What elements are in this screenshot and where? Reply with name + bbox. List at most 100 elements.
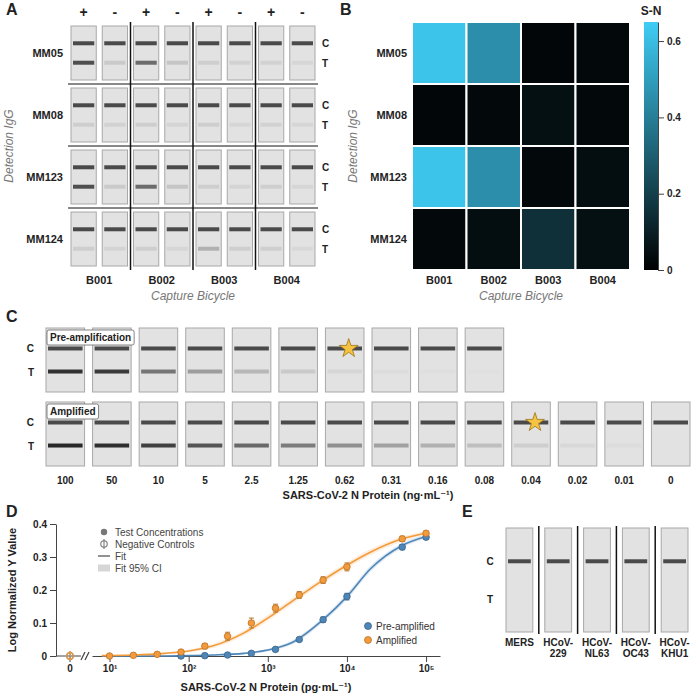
- strip: [102, 88, 127, 142]
- strip: [290, 26, 315, 80]
- control-band: [327, 420, 362, 424]
- control-band: [292, 227, 313, 231]
- strip: [372, 402, 411, 466]
- colorbar-tick-mark: [658, 270, 664, 271]
- negative-control: [67, 651, 74, 660]
- y-tick-mark: [50, 656, 56, 657]
- heatmap-cell: [521, 146, 576, 208]
- test-band: [229, 185, 250, 189]
- control-band: [261, 227, 282, 231]
- category-label: 0.31: [382, 475, 402, 486]
- condition-label: -: [300, 4, 305, 20]
- strip: [134, 88, 159, 142]
- test-band: [136, 185, 157, 189]
- test-band: [467, 444, 502, 448]
- strip: [196, 26, 221, 80]
- column-label: B003: [211, 274, 237, 286]
- x-axis: 10¹10²10³10⁴10⁵: [93, 656, 441, 674]
- control-band: [167, 227, 188, 231]
- colorbar-axis: 00.20.40.6: [658, 23, 681, 276]
- y-tick-label: 0: [41, 651, 47, 662]
- control-band: [188, 346, 223, 350]
- test-band: [327, 444, 362, 448]
- heatmap-cell: [576, 84, 631, 146]
- strip: [139, 402, 178, 466]
- fit-line: [102, 537, 426, 656]
- strip: [622, 528, 649, 632]
- category-label: 50: [106, 475, 118, 486]
- negative-control-bar: [69, 651, 70, 660]
- category-label: 2.5: [245, 475, 259, 486]
- error-bar: [400, 544, 405, 549]
- control-band: [141, 346, 176, 350]
- test-band: [95, 444, 130, 448]
- y-tick-label: 0.3: [33, 552, 47, 563]
- test-band: [547, 597, 570, 601]
- control-band: [167, 103, 188, 107]
- legend-symbol: [103, 539, 104, 549]
- row-divider: [68, 84, 318, 85]
- line-label: C: [322, 100, 329, 111]
- panel-letter: D: [6, 503, 18, 520]
- x-tick: 10⁴: [339, 656, 355, 674]
- strip: [134, 150, 159, 204]
- error-bar: [202, 643, 207, 648]
- category-label: HCoV-OC43: [621, 637, 651, 659]
- panel-letter: E: [462, 503, 473, 520]
- negative-control-bar: [69, 651, 70, 660]
- row-label: MM05: [32, 47, 63, 59]
- strip: [545, 528, 572, 632]
- colorbar-tick-label: 0.2: [667, 188, 681, 199]
- strip: [196, 212, 221, 266]
- error-bar: [321, 617, 326, 622]
- line-label: T: [322, 182, 328, 193]
- line-label: T: [28, 367, 34, 378]
- panel-b: BMM05MM08MM123MM124B001B002B003B004Captu…: [340, 1, 681, 303]
- y-axis-title: Log Normalized Y Value: [6, 528, 18, 652]
- error-bar: [344, 563, 349, 571]
- control-band: [104, 103, 125, 107]
- column-label: B004: [590, 274, 617, 286]
- heatmap-cell: [412, 146, 467, 208]
- strip: [102, 212, 127, 266]
- test-band: [586, 597, 609, 601]
- control-band: [281, 420, 316, 424]
- test-band: [73, 247, 94, 251]
- error-bar: [225, 632, 230, 640]
- test-band: [188, 444, 223, 448]
- x-tick-mark: [189, 656, 190, 662]
- test-band: [261, 123, 282, 127]
- heatmap-cell: [576, 22, 631, 84]
- negative-control: [67, 651, 74, 660]
- data-point: [224, 633, 231, 640]
- line-label: C: [27, 417, 34, 428]
- data-point: [320, 616, 327, 623]
- colorbar-tick: 0.2: [658, 188, 681, 199]
- y-tick-label: 0.4: [33, 519, 47, 530]
- strip: [605, 402, 644, 466]
- control-band: [167, 41, 188, 45]
- heatmap-cell: [576, 208, 631, 270]
- heatmap-cell: [467, 146, 522, 208]
- data-point: [178, 649, 185, 656]
- test-band: [48, 370, 83, 374]
- strip: [232, 402, 271, 466]
- error-bar: [344, 593, 349, 600]
- test-band: [261, 61, 282, 65]
- y-tick-label: 0.1: [33, 618, 47, 629]
- control-band: [95, 420, 130, 424]
- test-band: [624, 597, 647, 601]
- control-band: [229, 227, 250, 231]
- control-band: [229, 165, 250, 169]
- strip: [651, 402, 690, 466]
- test-band: [198, 247, 219, 251]
- test-band: [653, 444, 688, 448]
- control-band: [607, 420, 642, 424]
- heatmap-cell: [576, 146, 631, 208]
- x-tick-mark: [347, 656, 348, 662]
- colorbar-title: S-N: [641, 4, 662, 18]
- colorbar-tick-label: 0.4: [667, 112, 681, 123]
- panel-letter: A: [6, 1, 18, 18]
- strip: [419, 328, 458, 392]
- control-band: [374, 346, 409, 350]
